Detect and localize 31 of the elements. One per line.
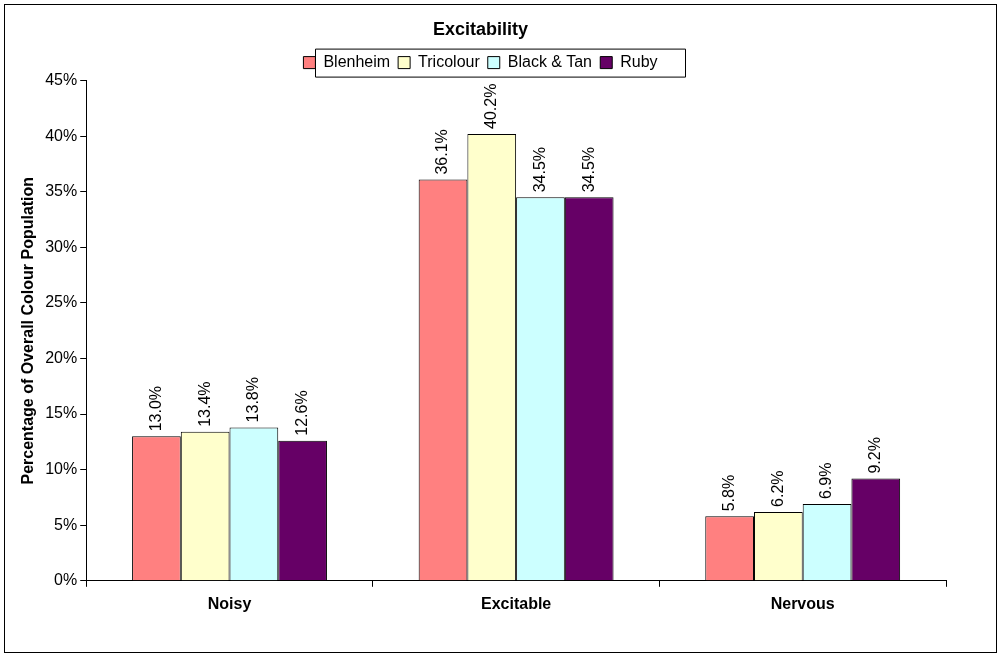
y-tick-label: 45%	[45, 71, 78, 89]
data-label: 34.5%	[579, 146, 597, 193]
data-label: 12.6%	[293, 390, 311, 436]
legend-label: Ruby	[620, 53, 658, 71]
legend-label: Tricolour	[418, 53, 481, 71]
y-tick-label: 30%	[45, 237, 78, 255]
chart-title: Excitability	[432, 18, 529, 39]
data-label: 5.8%	[720, 474, 738, 512]
x-tick-label: Excitable	[480, 594, 552, 612]
data-label: 36.1%	[433, 129, 451, 175]
y-tick-label: 5%	[54, 515, 78, 533]
y-tick-label: 35%	[45, 182, 78, 200]
data-label: 13.4%	[195, 381, 213, 427]
y-tick-label: 15%	[45, 404, 78, 422]
legend-label: Blenheim	[323, 53, 391, 71]
data-label: 34.5%	[530, 146, 548, 193]
legend-label: Black & Tan	[507, 53, 592, 71]
y-tick-label: 0%	[54, 571, 78, 589]
data-label: 13.8%	[244, 377, 262, 423]
y-tick-label: 10%	[45, 460, 78, 478]
y-tick-label: 40%	[45, 126, 78, 144]
data-label: 13.0%	[146, 385, 164, 432]
x-tick-label: Nervous	[770, 594, 835, 612]
data-label: 40.2%	[482, 83, 500, 129]
data-label: 9.2%	[866, 437, 884, 474]
y-tick-label: 25%	[45, 293, 78, 311]
x-tick-label: Noisy	[207, 594, 252, 612]
data-label: 6.9%	[817, 462, 835, 500]
data-label: 6.2%	[768, 470, 786, 507]
y-axis-title: Percentage of Overall Colour Population	[19, 176, 37, 485]
y-tick-label: 20%	[45, 348, 78, 366]
